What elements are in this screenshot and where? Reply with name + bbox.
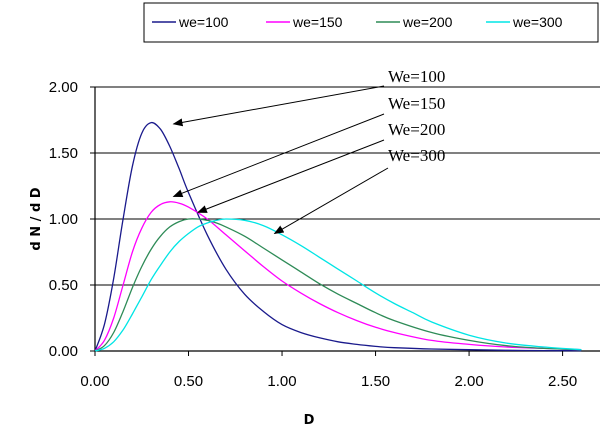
legend-box bbox=[143, 2, 599, 43]
y-tick-label: 0.00 bbox=[49, 343, 78, 360]
x-tick-label: 0.50 bbox=[174, 373, 203, 390]
annotations: We=100 We=150 We=200 We=300 bbox=[172, 67, 445, 235]
legend-label: we=100 bbox=[178, 14, 229, 30]
x-tick-label: 1.50 bbox=[361, 373, 390, 390]
legend-label: we=150 bbox=[292, 14, 343, 30]
x-tick-label: 1.00 bbox=[267, 373, 296, 390]
x-tick-label: 0.00 bbox=[80, 373, 109, 390]
series-line-4 bbox=[94, 218, 582, 352]
series-line-1 bbox=[94, 121, 582, 352]
y-tick-label: 0.50 bbox=[49, 277, 78, 294]
y-axis-title: d N / d D bbox=[29, 187, 44, 250]
series-line-3 bbox=[94, 218, 582, 352]
legend-label: we=200 bbox=[402, 14, 453, 30]
annotation-label: We=300 bbox=[388, 146, 445, 165]
annotation-arrow bbox=[172, 85, 385, 127]
x-tick-labels: 0.00 0.50 1.00 1.50 2.00 2.50 bbox=[80, 351, 577, 390]
series-line-2 bbox=[94, 201, 582, 352]
y-tick-labels: 0.00 0.50 1.00 1.50 2.00 bbox=[49, 79, 95, 360]
y-tick-label: 2.00 bbox=[49, 79, 78, 96]
gridlines bbox=[95, 86, 600, 286]
annotation-label: We=200 bbox=[388, 120, 445, 139]
annotation-arrow bbox=[196, 139, 385, 213]
annotation-arrow bbox=[273, 167, 389, 235]
legend: we=100 we=150 we=200 we=300 bbox=[143, 2, 599, 43]
x-tick-label: 2.00 bbox=[454, 373, 483, 390]
legend-label: we=300 bbox=[512, 14, 563, 30]
y-tick-label: 1.00 bbox=[49, 211, 78, 228]
x-axis-title: D bbox=[304, 413, 315, 428]
annotation-label: We=100 bbox=[388, 67, 445, 86]
annotation-arrow bbox=[172, 113, 385, 198]
series-lines bbox=[94, 121, 582, 352]
annotation-label: We=150 bbox=[388, 94, 445, 113]
x-tick-label: 2.50 bbox=[548, 373, 577, 390]
y-tick-label: 1.50 bbox=[49, 145, 78, 162]
